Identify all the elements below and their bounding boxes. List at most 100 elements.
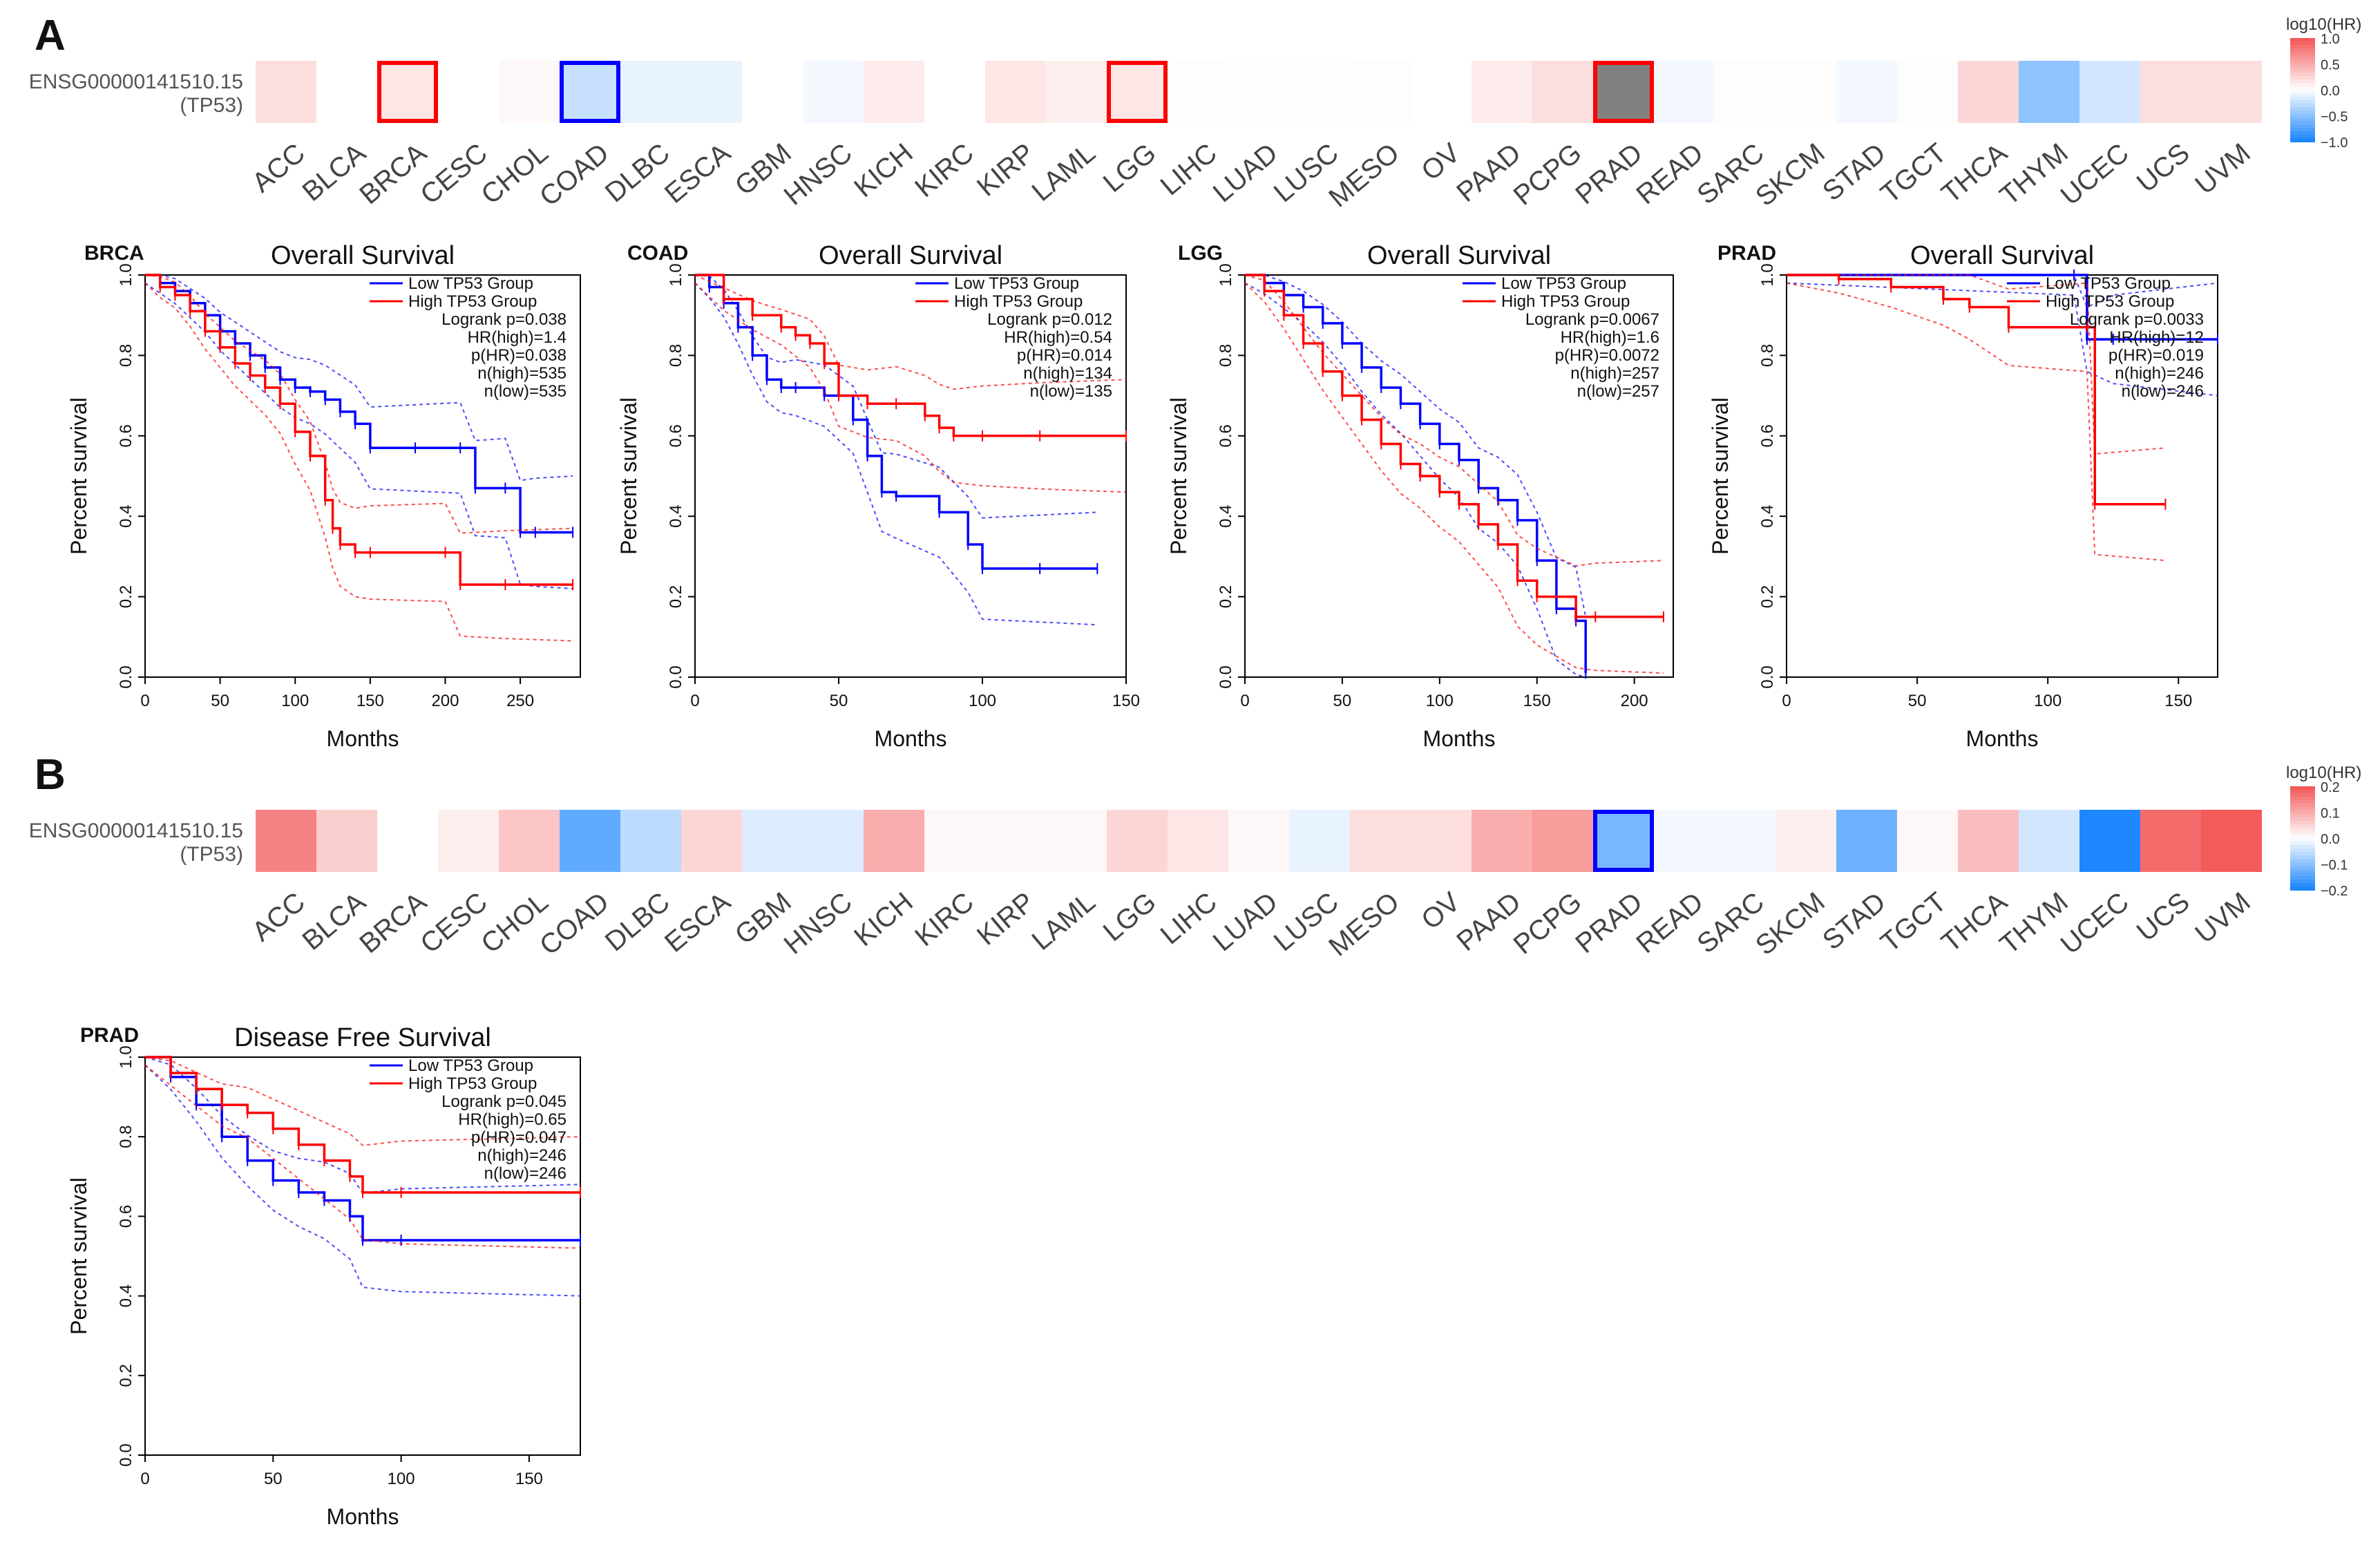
hm-b-label-ucs: UCS (2131, 886, 2196, 947)
hm-b-cell-paad (1472, 810, 1532, 872)
hm-b-cell-gbm (742, 810, 803, 872)
km-brca-os-ytick-label: 0.8 (117, 344, 135, 367)
hm-a-cell-luad (1228, 61, 1289, 123)
km-lgg-os-curve-high (1245, 274, 1664, 618)
hm-b-legend-swatch (2290, 814, 2315, 818)
km-prad-os-ytick-label: 0.8 (1758, 344, 1777, 367)
hm-b-label-brca: BRCA (354, 886, 432, 959)
hm-b-cell-ucs (2140, 810, 2201, 872)
hm-a-legend-tick: −1.0 (2321, 135, 2348, 151)
hm-a-cell-brca (377, 61, 438, 123)
hm-a-legend-swatch (2290, 90, 2315, 94)
hm-b-legend-tick: 0.2 (2321, 780, 2340, 795)
hm-a-legend-tick: −0.5 (2321, 110, 2348, 125)
hm-b-cell-ov (1411, 810, 1472, 872)
hm-b-cell-ucec (2079, 810, 2140, 872)
hm-a-label-read: READ (1630, 137, 1708, 210)
km-lgg-os-ylabel: Percent survival (1166, 397, 1191, 555)
hm-a-cell-cesc (438, 61, 499, 123)
km-lgg-os-title: Overall Survival (1367, 241, 1551, 270)
km-brca-os-legend-label-0: Low TP53 Group (408, 274, 533, 293)
hm-a-cell-uvm (2201, 61, 2262, 123)
hm-a-legend-swatch (2290, 66, 2315, 70)
hm-a-label-luad: LUAD (1208, 137, 1284, 208)
hm-b-legend-swatch (2290, 886, 2315, 891)
hm-b-label-laml: LAML (1026, 886, 1101, 956)
hm-a-label-ucec: UCEC (2055, 137, 2135, 211)
km-brca-os-xtick-label: 50 (211, 692, 229, 710)
km-prad-os-ytick-label: 0.2 (1758, 585, 1777, 608)
hm-b-legend-swatch (2290, 793, 2315, 797)
km-coad-os-ytick-label: 0.6 (667, 424, 685, 447)
hm-a-cell-hnsc (803, 61, 864, 123)
hm-a-legend-swatch (2290, 128, 2315, 132)
hm-a-legend-swatch (2290, 59, 2315, 63)
hm-b-cell-coad (560, 810, 620, 872)
hm-b-label-meso: MESO (1323, 886, 1405, 962)
km-lgg-os-legend-label-1: High TP53 Group (1501, 292, 1630, 311)
km-coad-os-xlabel: Months (875, 726, 947, 751)
km-prad-os-xtick-label: 50 (1908, 692, 1927, 710)
km-lgg-os-xtick-label: 50 (1333, 692, 1352, 710)
hm-a-label-meso: MESO (1323, 137, 1405, 213)
km-lgg-os-stat-0: Logrank p=0.0067 (1525, 310, 1659, 329)
km-coad-os-legend-label-1: High TP53 Group (954, 292, 1083, 311)
hm-b-highlight-prad (1593, 810, 1654, 872)
hm-a-label-coad: COAD (534, 137, 615, 212)
km-prad-os-xtick-label: 0 (1782, 692, 1791, 710)
km-prad-dfs-legend-label-0: Low TP53 Group (408, 1056, 533, 1075)
hm-a-cell-read (1654, 61, 1715, 123)
hm-a-legend-swatch (2290, 138, 2315, 142)
km-brca-os-ci-lower-1 (144, 282, 573, 642)
hm-a-legend-swatch (2290, 48, 2315, 53)
hm-a-label-prad: PRAD (1570, 137, 1648, 210)
hm-a-legend-swatch (2290, 41, 2315, 46)
km-brca-os-plot-frame (144, 274, 581, 678)
hm-b-legend-swatch (2290, 828, 2315, 832)
hm-a-legend-title: log10(HR) (2286, 15, 2361, 34)
hm-b-legend-swatch (2290, 883, 2315, 887)
hm-a-label-skcm: SKCM (1750, 137, 1831, 212)
km-coad-os-ytick-label: 0.8 (667, 344, 685, 367)
km-prad-os-ci-lower-1 (1786, 282, 2166, 562)
km-coad-os-title: Overall Survival (819, 241, 1002, 270)
hm-a-label-kirp: KIRP (971, 137, 1040, 202)
hm-a-legend-swatch (2290, 86, 2315, 91)
km-lgg-os-ytick-label: 0.6 (1217, 424, 1235, 447)
hm-a-legend-swatch (2290, 121, 2315, 125)
hm-b-legend-swatch (2290, 852, 2315, 856)
km-prad-dfs-ci-upper-1 (144, 1056, 581, 1146)
hm-a-legend-swatch (2290, 62, 2315, 66)
hm-b-cell-skcm (1776, 810, 1836, 872)
hm-a-legend-swatch (2290, 97, 2315, 101)
hm-b-label-kirp: KIRP (971, 886, 1040, 951)
km-prad-os-ci-lower-0 (1786, 282, 2218, 397)
hm-b-label-ucec: UCEC (2055, 886, 2135, 960)
km-prad-os-ytick-label: 1.0 (1758, 263, 1777, 286)
km-brca-os-xtick-label: 200 (431, 692, 459, 710)
km-lgg-os-stat-3: n(high)=257 (1570, 364, 1659, 383)
hm-b-cell-lgg (1107, 810, 1168, 872)
km-prad-dfs-tag: PRAD (80, 1024, 139, 1047)
hm-b-legend-swatch (2290, 824, 2315, 828)
hm-a-legend-swatch (2290, 83, 2315, 87)
km-prad-dfs-legend-label-1: High TP53 Group (408, 1074, 537, 1093)
hm-a-legend-swatch (2290, 52, 2315, 56)
km-prad-os-xtick-label: 100 (2034, 692, 2062, 710)
hm-a-row-label-symbol: (TP53) (180, 94, 243, 117)
km-prad-os-ytick-label: 0.0 (1758, 665, 1777, 688)
km-lgg-os-ytick-label: 0.0 (1217, 665, 1235, 688)
hm-a-legend-tick: 0.0 (2321, 84, 2340, 99)
hm-a-label-kich: KICH (848, 137, 918, 203)
hm-b-cell-lihc (1168, 810, 1228, 872)
km-prad-dfs-xtick-label: 50 (264, 1470, 283, 1488)
hm-a-legend-swatch (2290, 117, 2315, 122)
km-brca-os-ci-upper-0 (145, 274, 573, 482)
hm-a-label-lgg: LGG (1098, 137, 1162, 198)
hm-a-cell-lihc (1168, 61, 1228, 123)
hm-a-label-pcpg: PCPG (1508, 137, 1588, 211)
hm-a-cell-lusc (1289, 61, 1350, 123)
km-brca-os-ci-lower-0 (144, 282, 573, 589)
km-prad-os-title: Overall Survival (1910, 241, 2094, 270)
